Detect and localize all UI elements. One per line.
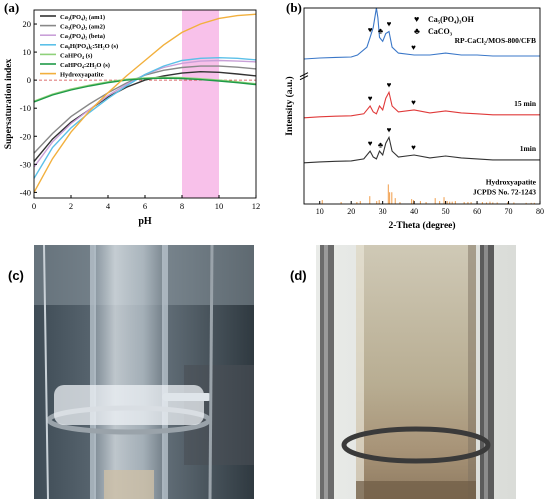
series-line-4 [33,76,257,102]
y-tick-label: 0 [27,75,31,85]
legend-text-1: CaCO₃ [428,27,453,36]
y-tick-label: -10 [20,103,31,113]
legend-symbol-0: ♥ [414,14,419,24]
x-tick-label: 8 [180,201,184,211]
y-axis-label: Supersaturation index [4,58,14,149]
legend-entry-6: Hydroxyapatite [60,72,104,79]
reference-name: Hydroxyapatite [486,177,537,186]
panel-c-label: (c) [8,268,24,283]
peak-mark-3: ♥ [411,43,416,52]
x-tick-label: 6 [143,201,147,211]
y-tick-label: -20 [20,131,31,141]
axis-break [299,72,309,78]
xrd-series-0 [303,7,540,60]
panel-b-label: (b) [286,0,302,15]
series-label-2: 1min [520,144,537,153]
peak-mark-4: ♥ [368,94,373,103]
x-axis-label: pH [138,216,152,227]
peak-mark-9: ♥ [387,125,392,134]
x-tick-label: 4 [106,201,111,211]
x-tick-label: 50 [442,207,450,216]
x-tick-label: 60 [473,207,481,216]
legend-symbol-1: ♣ [414,26,420,36]
x-tick-label: 80 [536,207,544,216]
column-photo-c [34,245,254,499]
xrd-series-2 [303,135,540,164]
legend-entry-4: CaHPO₄ (s) [60,52,92,59]
legend-entry-2: Ca₃(PO₄)₂ (beta) [60,33,105,40]
photo-d [316,245,516,499]
peak-mark-6: ♥ [411,98,416,107]
x-tick-label: 12 [252,201,261,211]
series-line-3 [33,56,257,179]
series-line-5 [33,77,257,103]
series-label-1: 15 min [514,99,537,108]
series-line-6 [33,13,257,193]
column-photo-d [316,245,516,499]
y-tick-label: 20 [23,19,32,29]
peak-mark-0: ♥ [368,25,373,34]
reference-card: JCPDS No. 72-1243 [473,187,536,196]
legend-entry-0: Ca₃(PO₄)₂ (am1) [60,14,105,21]
series-label-0: RP-CaCl₂/MOS-800/CFB [455,36,536,45]
axis-break [299,75,309,81]
x-tick-label: 40 [410,207,418,216]
x-tick-label: 2 [69,201,73,211]
panel-b: RP-CaCl₂/MOS-800/CFB 15 min 1min ♥ ♣ ♥ ♥ ♥ ♥ ♥ ♥ ♣ ♥… [280,0,550,240]
y-tick-label: 10 [23,47,32,57]
series-line-0 [33,70,257,162]
x-tick-label: 70 [505,207,513,216]
peak-mark-1: ♣ [378,27,384,36]
panel-d-label: (d) [290,268,307,283]
x-axis-label: 2-Theta (degree) [388,220,455,231]
photo-c [34,245,254,499]
panel-a-label: (a) [4,0,19,15]
x-tick-label: 10 [316,207,324,216]
y-tick-label: -30 [20,159,31,169]
y-tick-label: -40 [20,187,31,197]
plot-frame [303,7,541,205]
legend-entry-3: Ca₈H(PO₄)₆:5H₂O (s) [60,43,118,50]
x-tick-label: 0 [32,201,36,211]
legend-entry-1: Ca₃(PO₄)₂ (am2) [60,24,105,31]
legend-text-0: Ca₅(PO₄)₃OH [428,15,475,24]
y-axis-label: Intensity (a.u.) [284,76,295,135]
legend-entry-5: CaHPO₄:2H₂O (s) [60,62,110,69]
x-tick-label: 10 [215,201,224,211]
chart-a-svg: 0 2 4 6 8 10 12 -40 -30 -20 -10 0 10 20 pH Supersaturat… [4,0,261,227]
peak-mark-7: ♥ [368,139,373,148]
peak-mark-5: ♥ [387,80,392,89]
peak-mark-10: ♥ [411,143,416,152]
panel-a: 0 2 4 6 8 10 12 -40 -30 -20 -10 0 10 20 pH Supersaturat… [0,0,275,240]
peak-mark-2: ♥ [387,20,392,29]
peak-mark-8: ♣ [378,140,384,149]
x-tick-label: 30 [379,207,387,216]
highlight-band [182,10,219,198]
xrd-series-1 [303,90,540,119]
x-tick-label: 20 [347,207,355,216]
